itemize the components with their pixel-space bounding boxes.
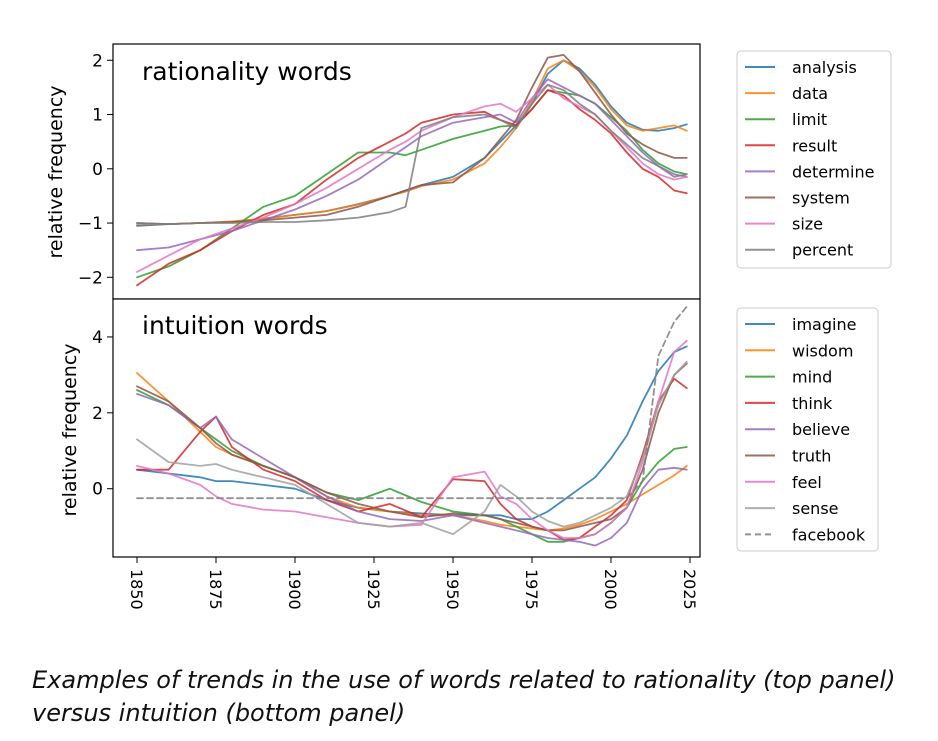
intuition-y-axis-label: relative frequency	[59, 343, 81, 516]
legend-label-sense: sense	[792, 499, 839, 518]
rationality-ytick-label: −1	[78, 214, 103, 234]
series-line-believe	[136, 392, 688, 547]
series-line-facebook	[136, 305, 688, 500]
legend-label-data: data	[792, 84, 828, 103]
rationality-y-ticks: 2 1 0 −1 −2	[78, 51, 113, 288]
x-axis-ticks: 1850 1875 1900 1925 1950 1975 2000 2025	[127, 557, 699, 610]
rationality-ytick-label: 0	[92, 160, 103, 180]
legend-label-result: result	[792, 136, 837, 155]
rationality-ytick-label: −2	[78, 268, 103, 288]
xtick-label: 1925	[364, 569, 383, 610]
intuition-ytick-label: 2	[92, 404, 103, 424]
legend-label-imagine: imagine	[792, 315, 856, 334]
xtick-label: 2000	[601, 569, 620, 610]
legend-label-feel: feel	[792, 473, 822, 492]
intuition-y-ticks: 4 2 0	[92, 328, 113, 500]
legend-label-truth: truth	[792, 447, 831, 466]
legend-label-think: think	[792, 394, 833, 413]
series-line-size	[136, 83, 688, 273]
rationality-series-lines	[136, 54, 688, 287]
xtick-label: 2025	[680, 569, 699, 610]
intuition-axes-frame	[112, 298, 701, 558]
series-line-system	[136, 54, 688, 226]
xtick-label: 1900	[285, 569, 304, 610]
rationality-panel: rationality words 2 1 0 −1 −2 relative frequ…	[45, 43, 701, 300]
legend-label-wisdom: wisdom	[792, 341, 853, 360]
intuition-legend-box	[736, 307, 879, 552]
intuition-legend: imagine wisdom mind think believe truth feel se…	[736, 307, 879, 552]
legend-label-system: system	[792, 189, 850, 208]
series-line-feel	[136, 339, 688, 539]
rationality-legend-box	[736, 50, 892, 269]
intuition-panel-title: intuition words	[142, 311, 328, 340]
rationality-panel-title: rationality words	[142, 57, 352, 86]
series-line-determine	[136, 78, 688, 252]
figure: rationality words 2 1 0 −1 −2 relative frequ…	[45, 43, 892, 610]
legend-label-mind: mind	[792, 368, 832, 387]
xtick-label: 1875	[206, 569, 225, 610]
series-line-percent	[136, 83, 688, 226]
legend-label-determine: determine	[792, 162, 874, 181]
xtick-label: 1975	[522, 569, 541, 610]
figure-caption: Examples of trends in the use of words r…	[32, 666, 896, 727]
rationality-ytick-label: 2	[92, 51, 103, 71]
legend-label-limit: limit	[792, 110, 827, 129]
rationality-legend: analysis data limit result determine system si…	[736, 50, 892, 269]
legend-label-believe: believe	[792, 420, 850, 439]
series-line-imagine	[136, 345, 688, 520]
series-line-limit	[136, 89, 688, 279]
legend-label-percent: percent	[792, 241, 853, 260]
rationality-y-axis-label: relative frequency	[45, 85, 67, 258]
xtick-label: 1950	[443, 569, 462, 610]
intuition-panel: intuition words 4 2 0 1850 1875 1900 1925 1950…	[59, 298, 701, 610]
legend-label-size: size	[792, 215, 823, 234]
legend-label-facebook: facebook	[792, 525, 866, 544]
xtick-label: 1850	[127, 569, 146, 610]
intuition-series-lines	[136, 305, 688, 547]
rationality-ytick-label: 1	[92, 106, 103, 126]
legend-label-analysis: analysis	[792, 58, 857, 77]
intuition-ytick-label: 0	[92, 480, 103, 500]
series-line-think	[136, 377, 688, 541]
intuition-ytick-label: 4	[92, 328, 103, 348]
